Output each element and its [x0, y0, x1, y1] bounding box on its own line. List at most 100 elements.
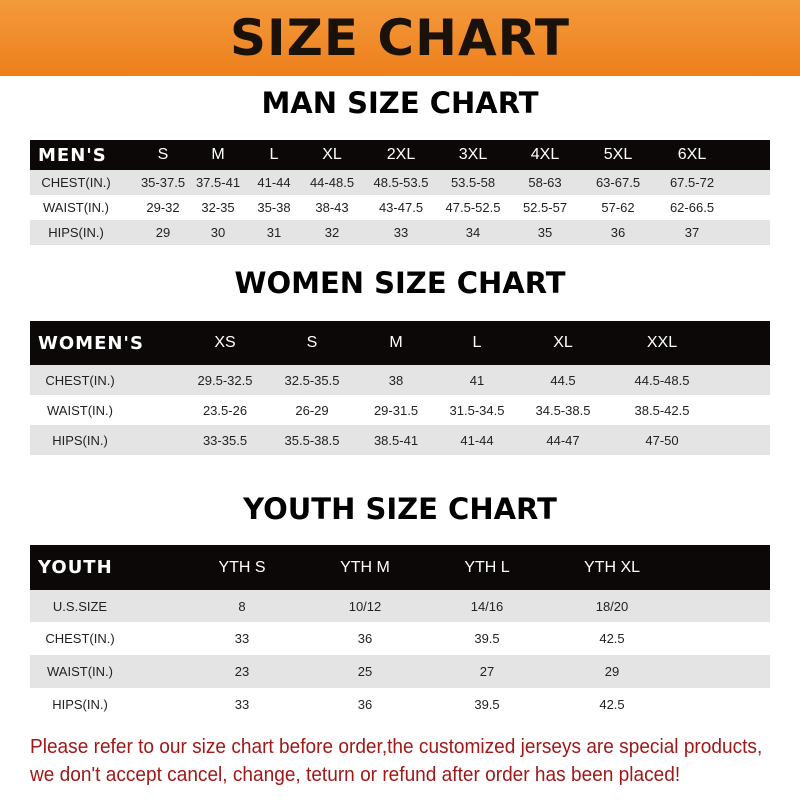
table-row: CHEST(IN.) 33 36 39.5 42.5: [30, 622, 770, 655]
women-header-row: WOMEN'S XS S M L XL XXL: [30, 321, 770, 365]
table-cell: 36: [610, 225, 626, 240]
table-cell: 35-37.5: [140, 175, 186, 190]
row-label: CHEST(IN.): [45, 372, 115, 388]
row-label: WAIST(IN.): [43, 200, 109, 215]
table-cell: 48.5-53.5: [373, 175, 429, 190]
notice-line-1: Please refer to our size chart before or…: [30, 735, 763, 758]
table-row: CHEST(IN.) 35-37.5 37.5-41 41-44 44-48.5 48.5…: [30, 170, 770, 195]
table-cell: 53.5-58: [450, 175, 496, 190]
table-cell: 34: [465, 225, 481, 240]
table-cell: 26-29: [295, 402, 329, 418]
men-header-row: MEN'S S M L XL 2XL 3XL 4XL 5XL 6XL: [30, 140, 770, 170]
table-cell: 47-50: [645, 432, 679, 448]
table-cell: 42.5: [599, 696, 625, 712]
table-cell: 35.5-38.5: [284, 432, 340, 448]
table-cell: 29-32: [146, 200, 180, 215]
table-cell: 38.5-41: [373, 432, 419, 448]
row-label: HIPS(IN.): [52, 432, 108, 448]
table-cell: 37: [684, 225, 700, 240]
size-column-header: L: [472, 334, 482, 351]
table-cell: 10/12: [348, 598, 382, 614]
table-cell: 62-66.5: [669, 200, 715, 215]
table-cell: 38: [388, 372, 404, 388]
table-cell: 29.5-32.5: [197, 372, 253, 388]
table-cell: 43-47.5: [378, 200, 424, 215]
table-row: WAIST(IN.) 29-32 32-35 35-38 38-43 43-47.5 47.…: [30, 195, 770, 220]
table-cell: 29: [155, 225, 171, 240]
table-cell: 33-35.5: [202, 432, 248, 448]
table-cell: 42.5: [599, 631, 625, 646]
row-label: CHEST(IN.): [41, 175, 111, 190]
table-cell: 27: [479, 664, 495, 679]
table-cell: 39.5: [474, 631, 500, 646]
women-chart-title: WOMEN SIZE CHART: [234, 266, 566, 300]
table-cell: 29: [604, 664, 620, 679]
table-cell: 36: [357, 696, 373, 712]
table-cell: 39.5: [474, 696, 500, 712]
table-row: WAIST(IN.) 23.5-26 26-29 29-31.5 31.5-34.5 34…: [30, 395, 770, 425]
size-column-header: 6XL: [677, 146, 707, 163]
men-size-table: MEN'S S M L XL 2XL 3XL 4XL 5XL 6XL CHEST(IN.) 35-37…: [30, 140, 770, 245]
table-cell: 44-48.5: [309, 175, 355, 190]
size-column-header: XL: [553, 334, 573, 351]
table-cell: 8: [238, 598, 246, 614]
table-cell: 41: [469, 372, 485, 388]
size-column-header: XL: [322, 146, 342, 163]
table-row: U.S.SIZE 8 10/12 14/16 18/20: [30, 590, 770, 622]
table-row: HIPS(IN.) 33 36 39.5 42.5: [30, 688, 770, 720]
table-cell: 38.5-42.5: [634, 402, 690, 418]
table-cell: 29-31.5: [373, 402, 419, 418]
table-cell: 41-44: [257, 175, 291, 190]
table-row: HIPS(IN.) 33-35.5 35.5-38.5 38.5-41 41-44 44-…: [30, 425, 770, 455]
table-cell: 32: [324, 225, 340, 240]
row-label: HIPS(IN.): [52, 696, 108, 712]
table-cell: 33: [234, 631, 250, 646]
size-column-header: 5XL: [603, 146, 633, 163]
table-cell: 35-38: [257, 200, 291, 215]
row-label: WAIST(IN.): [47, 402, 113, 418]
youth-size-table: YOUTH YTH S YTH M YTH L YTH XL U.S.SIZE 8 10/12…: [30, 545, 770, 720]
size-column-header: L: [269, 146, 279, 163]
row-label: HIPS(IN.): [48, 225, 104, 240]
table-cell: 41-44: [460, 432, 494, 448]
table-cell: 18/20: [595, 598, 629, 614]
size-column-header: YTH M: [340, 558, 390, 576]
table-cell: 67.5-72: [669, 175, 715, 190]
table-cell: 63-67.5: [595, 175, 641, 190]
banner-title: SIZE CHART: [229, 9, 571, 67]
youth-header-row: YOUTH YTH S YTH M YTH L YTH XL: [30, 545, 770, 590]
table-cell: 58-63: [528, 175, 562, 190]
size-column-header: M: [389, 334, 403, 351]
table-row: HIPS(IN.) 29 30 31 32 33 34 35 36 37: [30, 220, 770, 245]
table-cell: 34.5-38.5: [535, 402, 591, 418]
youth-chart-title: YOUTH SIZE CHART: [243, 492, 557, 526]
table-row: CHEST(IN.) 29.5-32.5 32.5-35.5 38 41 44.5 44.5…: [30, 365, 770, 395]
table-cell: 23.5-26: [202, 402, 248, 418]
women-header-label: WOMEN'S: [38, 332, 144, 354]
table-cell: 32.5-35.5: [284, 372, 340, 388]
table-cell: 35: [537, 225, 553, 240]
table-cell: 37.5-41: [195, 175, 241, 190]
men-header-label: MEN'S: [38, 144, 107, 166]
size-column-header: 4XL: [530, 146, 560, 163]
table-cell: 23: [234, 664, 250, 679]
table-row: WAIST(IN.) 23 25 27 29: [30, 655, 770, 688]
table-cell: 47.5-52.5: [445, 200, 501, 215]
table-cell: 33: [234, 696, 250, 712]
table-cell: 57-62: [601, 200, 635, 215]
table-cell: 36: [357, 631, 373, 646]
youth-header-label: YOUTH: [38, 557, 113, 578]
table-cell: 31.5-34.5: [449, 402, 505, 418]
table-cell: 44-47: [546, 432, 580, 448]
row-label: CHEST(IN.): [45, 631, 115, 646]
table-cell: 38-43: [315, 200, 349, 215]
size-column-header: YTH XL: [583, 558, 641, 576]
table-cell: 33: [393, 225, 409, 240]
table-cell: 32-35: [201, 200, 235, 215]
row-label: U.S.SIZE: [52, 598, 108, 614]
table-cell: 44.5-48.5: [634, 372, 690, 388]
size-column-header: XXL: [646, 334, 678, 351]
women-size-table: WOMEN'S XS S M L XL XXL CHEST(IN.) 29.5-32.5 32.5…: [30, 321, 770, 455]
table-cell: 30: [210, 225, 226, 240]
size-column-header: YTH L: [464, 558, 510, 576]
